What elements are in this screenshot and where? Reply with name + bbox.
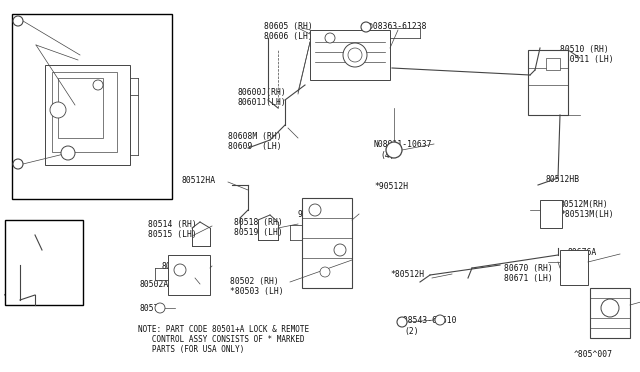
Text: *80512H: *80512H [390, 270, 424, 279]
Text: 80670 (RH): 80670 (RH) [504, 264, 553, 273]
Text: N: N [391, 147, 397, 153]
Text: 80514N: 80514N [8, 296, 37, 305]
Text: ©08543-61610: ©08543-61610 [398, 316, 456, 325]
Text: (4): (4) [380, 151, 395, 160]
Text: (2): (2) [374, 33, 388, 42]
Text: 90502A: 90502A [298, 210, 327, 219]
Circle shape [50, 102, 66, 118]
Bar [310, 30, 390, 80]
Text: 80510 (RH): 80510 (RH) [560, 45, 609, 54]
Text: ©08363-61238: ©08363-61238 [368, 22, 426, 31]
Bar [546, 58, 560, 70]
Text: 80570M: 80570M [162, 262, 191, 271]
Circle shape [174, 264, 186, 276]
Bar [560, 250, 588, 285]
Circle shape [155, 303, 165, 313]
Text: 80608M (RH): 80608M (RH) [228, 132, 282, 141]
Text: 80600J(RH): 80600J(RH) [238, 88, 287, 97]
Text: 80512M(RH): 80512M(RH) [560, 200, 609, 209]
Text: 80606 (LH): 80606 (LH) [264, 32, 313, 41]
Text: 80605 (RH): 80605 (RH) [264, 22, 313, 31]
Text: (2): (2) [28, 169, 43, 178]
Text: S: S [16, 161, 20, 167]
Text: S: S [364, 25, 368, 29]
Text: ©08363-61238: ©08363-61238 [22, 158, 81, 167]
Text: N08911-10637: N08911-10637 [374, 140, 433, 149]
Text: 80575: 80575 [140, 304, 164, 313]
Text: ©08310-41625: ©08310-41625 [22, 22, 81, 31]
Circle shape [325, 33, 335, 43]
Text: (2): (2) [404, 327, 419, 336]
Circle shape [320, 267, 330, 277]
Bar [528, 50, 568, 115]
Circle shape [348, 48, 362, 62]
Text: (2): (2) [28, 33, 43, 42]
Circle shape [309, 204, 321, 216]
Circle shape [601, 299, 619, 317]
Text: PARTS (FOR USA ONLY): PARTS (FOR USA ONLY) [138, 345, 244, 354]
Circle shape [386, 142, 402, 158]
Bar [52, 72, 117, 152]
Text: 80502AA: 80502AA [140, 280, 174, 289]
Text: 80550M(RH): 80550M(RH) [105, 55, 154, 64]
Circle shape [343, 43, 367, 67]
Text: 80502 (RH): 80502 (RH) [230, 277, 279, 286]
Bar [540, 200, 562, 228]
Text: 80512HA: 80512HA [182, 176, 216, 185]
Text: ^805^007: ^805^007 [574, 350, 613, 359]
Bar [302, 198, 352, 288]
Bar [168, 255, 210, 295]
Text: 80609  (LH): 80609 (LH) [228, 142, 282, 151]
Text: S: S [16, 19, 20, 23]
Circle shape [13, 159, 23, 169]
Text: 80676A: 80676A [568, 248, 597, 257]
Circle shape [13, 16, 23, 26]
Text: *80511 (LH): *80511 (LH) [560, 55, 614, 64]
Circle shape [93, 80, 103, 90]
Text: *80513M(LH): *80513M(LH) [560, 210, 614, 219]
Text: 80512HB: 80512HB [546, 175, 580, 184]
Circle shape [334, 244, 346, 256]
Text: 80601J(LH): 80601J(LH) [238, 98, 287, 107]
Text: 80519 (LH): 80519 (LH) [234, 228, 283, 237]
Text: 80673M: 80673M [590, 298, 620, 307]
Bar [12, 14, 172, 199]
Circle shape [361, 22, 371, 32]
Text: 80514 (RH): 80514 (RH) [148, 220, 196, 229]
Text: *90512H: *90512H [374, 182, 408, 191]
Circle shape [435, 315, 445, 325]
Circle shape [61, 146, 75, 160]
Circle shape [397, 317, 407, 327]
Text: 80518 (RH): 80518 (RH) [234, 218, 283, 227]
Text: [0890-0892]: [0890-0892] [8, 220, 61, 229]
Text: 80515 (LH): 80515 (LH) [148, 230, 196, 239]
Text: CONTROL ASSY CONSISTS OF * MARKED: CONTROL ASSY CONSISTS OF * MARKED [138, 335, 305, 344]
Bar [590, 288, 630, 338]
Bar [45, 65, 130, 165]
Text: S: S [400, 320, 404, 324]
Text: *80503 (LH): *80503 (LH) [230, 287, 284, 296]
Text: NOTE: PART CODE 80501+A LOCK & REMOTE: NOTE: PART CODE 80501+A LOCK & REMOTE [138, 325, 309, 334]
Text: 80671 (LH): 80671 (LH) [504, 274, 553, 283]
Bar [5, 220, 83, 305]
Bar [58, 78, 103, 138]
Text: 80551M〈LH〉: 80551M〈LH〉 [105, 65, 154, 74]
